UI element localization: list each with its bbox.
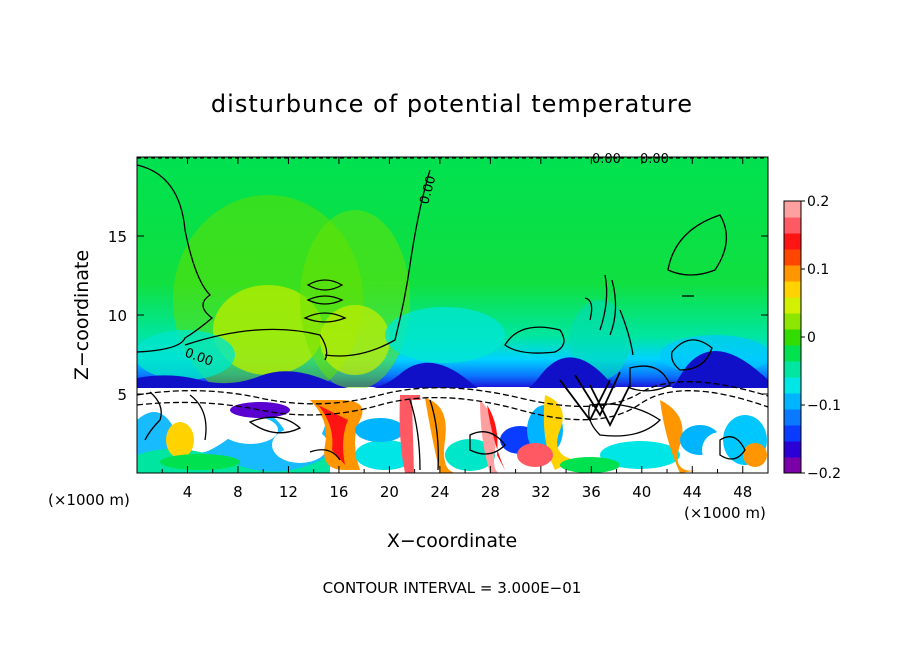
colorbar-swatch <box>784 217 801 234</box>
warm-anomaly <box>320 305 390 375</box>
cool-anomaly <box>137 330 235 380</box>
colorbar-swatch <box>784 265 801 282</box>
y-tick-label: 15 <box>108 228 127 246</box>
plot-area <box>137 157 768 473</box>
x-tick-label: 32 <box>531 483 550 501</box>
colorbar-tick-label: 0.2 <box>807 194 829 210</box>
colorbar-swatch <box>784 441 801 458</box>
colorbar-swatch <box>784 457 801 474</box>
colorbar-swatch <box>784 297 801 314</box>
boundary-layer-patches <box>137 395 767 473</box>
x-tick-label: 28 <box>481 483 500 501</box>
y-tick-label: 5 <box>117 386 127 404</box>
colorbar-swatch <box>784 313 801 330</box>
chart-title: disturbunce of potential temperature <box>211 90 693 118</box>
y-axis-title: Z−coordinate <box>71 250 93 380</box>
colorbar-swatch <box>784 393 801 410</box>
x-tick-label: 12 <box>279 483 298 501</box>
y-axis: 5 10 15 <box>108 228 768 404</box>
contour-interval-text: CONTOUR INTERVAL = 3.000E−01 <box>323 579 582 597</box>
colorbar-tick-label: −0.2 <box>807 466 841 482</box>
colorbar-swatch <box>784 329 801 346</box>
colorbar-swatch <box>784 249 801 266</box>
colorbar-swatch <box>784 409 801 426</box>
x-tick-label: 16 <box>329 483 348 501</box>
x-tick-label: 4 <box>183 483 193 501</box>
x-axis-unit: (×1000 m) <box>684 504 766 522</box>
x-tick-label: 20 <box>380 483 399 501</box>
x-axis: 4 8 12 16 20 24 28 32 36 40 44 48 <box>161 157 752 501</box>
x-tick-label: 8 <box>233 483 243 501</box>
colorbar-swatch <box>784 201 801 218</box>
x-tick-label: 40 <box>632 483 651 501</box>
y-axis-unit: (×1000 m) <box>48 491 130 509</box>
contour-label: 0.00 <box>417 174 439 206</box>
cool-anomaly <box>570 300 630 380</box>
cool-anomaly <box>385 307 505 363</box>
colorbar-tick-label: 0 <box>807 330 816 346</box>
y-tick-label: 10 <box>108 307 127 325</box>
colorbar-swatch <box>784 377 801 394</box>
x-tick-label: 48 <box>733 483 752 501</box>
colorbar-swatch <box>784 281 801 298</box>
colorbar-tick-label: 0.1 <box>807 262 829 278</box>
x-tick-label: 44 <box>683 483 702 501</box>
x-tick-label: 24 <box>430 483 449 501</box>
colorbar-swatch <box>784 361 801 378</box>
contour-label: 0.00 <box>640 152 669 167</box>
x-tick-label: 36 <box>582 483 601 501</box>
colorbar-swatch <box>784 233 801 250</box>
contour-lines <box>137 157 768 471</box>
x-axis-title: X−coordinate <box>387 530 517 552</box>
contour-label: 0.00 <box>592 152 621 167</box>
colorbar-swatch <box>784 345 801 362</box>
colorbar: 0.2 0.1 0 −0.1 −0.2 <box>783 194 841 482</box>
colorbar-tick-label: −0.1 <box>807 398 841 414</box>
colorbar-swatch <box>784 425 801 442</box>
